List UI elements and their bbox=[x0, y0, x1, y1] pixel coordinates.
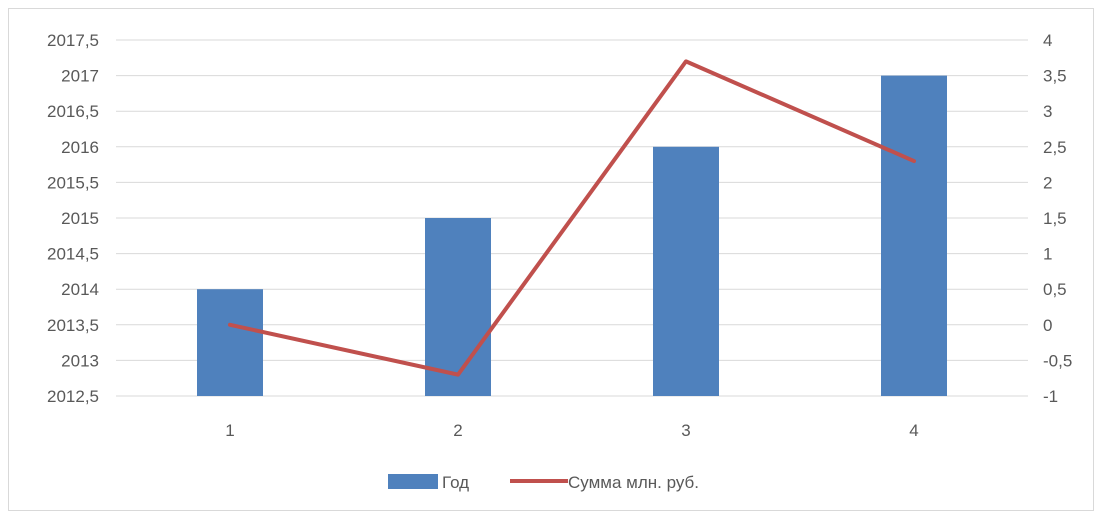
x-tick-label: 3 bbox=[681, 421, 690, 440]
y-left-tick-label: 2015,5 bbox=[47, 173, 99, 192]
x-axis-ticks: 1 2 3 4 bbox=[225, 421, 918, 440]
y-left-tick-label: 2014,5 bbox=[47, 245, 99, 264]
y-right-tick-label: -1 bbox=[1043, 387, 1058, 406]
y-right-tick-label: -0,5 bbox=[1043, 351, 1072, 370]
y-left-tick-label: 2016 bbox=[61, 138, 99, 157]
bar-series bbox=[197, 75, 947, 396]
line-series bbox=[228, 59, 916, 377]
left-axis-ticks: 2012,5 2013 2013,5 2014 2014,5 2015 2015,5 2016… bbox=[47, 31, 99, 406]
legend-swatch-bar bbox=[388, 474, 438, 489]
right-axis-ticks: -1 -0,5 0 0,5 1 1,5 2 2,5 3 3,5 4 bbox=[1043, 31, 1072, 406]
series-line bbox=[228, 59, 916, 377]
y-right-tick-label: 4 bbox=[1043, 31, 1052, 50]
y-right-tick-label: 1 bbox=[1043, 245, 1052, 264]
bar bbox=[653, 146, 719, 396]
y-left-tick-label: 2017 bbox=[61, 67, 99, 86]
y-left-tick-label: 2013,5 bbox=[47, 316, 99, 335]
x-tick-label: 2 bbox=[453, 421, 462, 440]
x-tick-label: 4 bbox=[909, 421, 918, 440]
legend: Год Сумма млн. руб. bbox=[388, 473, 699, 492]
bar bbox=[197, 289, 263, 396]
y-right-tick-label: 0,5 bbox=[1043, 280, 1067, 299]
gridlines bbox=[116, 39, 1028, 397]
y-right-tick-label: 2,5 bbox=[1043, 138, 1067, 157]
y-left-tick-label: 2017,5 bbox=[47, 31, 99, 50]
bar bbox=[425, 218, 491, 396]
legend-label-bar: Год bbox=[442, 473, 469, 492]
legend-label-line: Сумма млн. руб. bbox=[568, 473, 699, 492]
y-left-tick-label: 2013 bbox=[61, 351, 99, 370]
y-right-tick-label: 1,5 bbox=[1043, 209, 1067, 228]
y-right-tick-label: 3,5 bbox=[1043, 67, 1067, 86]
y-left-tick-label: 2015 bbox=[61, 209, 99, 228]
y-left-tick-label: 2016,5 bbox=[47, 102, 99, 121]
x-tick-label: 1 bbox=[225, 421, 234, 440]
y-right-tick-label: 3 bbox=[1043, 102, 1052, 121]
y-right-tick-label: 2 bbox=[1043, 173, 1052, 192]
y-left-tick-label: 2012,5 bbox=[47, 387, 99, 406]
bar bbox=[881, 75, 947, 396]
y-left-tick-label: 2014 bbox=[61, 280, 99, 299]
y-right-tick-label: 0 bbox=[1043, 316, 1052, 335]
